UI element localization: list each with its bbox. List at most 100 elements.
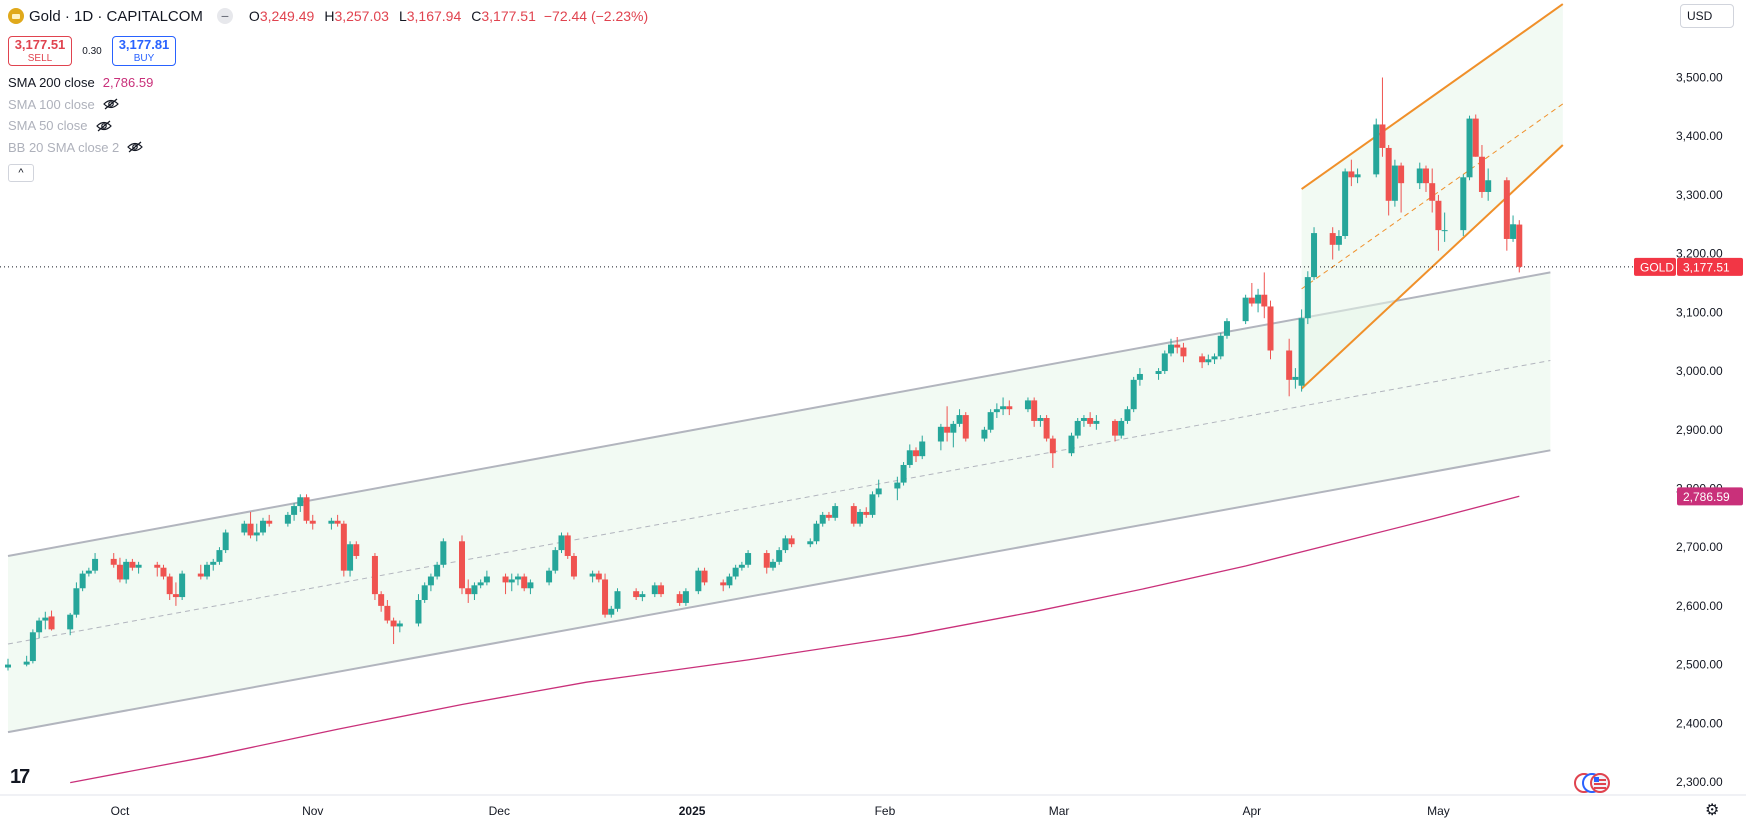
candle-body bbox=[371, 555, 378, 595]
candle-body bbox=[863, 511, 870, 515]
price-change: −72.44 (−2.23%) bbox=[543, 8, 649, 24]
collapse-legend-button[interactable]: − bbox=[216, 8, 233, 24]
candle-body bbox=[1248, 297, 1255, 304]
candle-body bbox=[459, 541, 466, 589]
candle-body bbox=[259, 520, 266, 533]
candle-body bbox=[956, 415, 963, 424]
collapse-indicators-button[interactable]: ^ bbox=[8, 164, 34, 182]
candle-body bbox=[1024, 400, 1031, 410]
candle-body bbox=[813, 523, 820, 542]
candle-body bbox=[340, 523, 347, 571]
buy-price: 3,177.81 bbox=[118, 36, 170, 52]
currency-selector[interactable]: USD bbox=[1680, 4, 1734, 28]
indicator-name: SMA 200 close bbox=[8, 75, 95, 91]
candle-body bbox=[421, 585, 428, 601]
indicator-value: 2,786.59 bbox=[102, 75, 154, 91]
candle-body bbox=[1205, 359, 1212, 363]
candle-body bbox=[179, 573, 186, 598]
candle-body bbox=[483, 576, 490, 583]
candle-body bbox=[1180, 347, 1187, 357]
candle-body bbox=[471, 585, 478, 595]
time-tick-label: Oct bbox=[111, 804, 130, 818]
candle-body bbox=[303, 497, 310, 521]
candle-body bbox=[521, 576, 528, 589]
candle-body bbox=[92, 558, 99, 571]
candle-body bbox=[216, 550, 223, 562]
candle-body bbox=[1080, 418, 1087, 421]
price-tick-label: 2,400.00 bbox=[1676, 716, 1723, 730]
hidden-eye-icon[interactable] bbox=[127, 141, 144, 153]
time-tick-label: May bbox=[1427, 804, 1450, 818]
candle-body bbox=[1124, 409, 1131, 421]
candle-body bbox=[1472, 118, 1479, 157]
long-channel-upper bbox=[7, 271, 1551, 557]
price-tick-label: 3,200.00 bbox=[1676, 247, 1723, 261]
indicator-sma100[interactable]: SMA 100 close bbox=[8, 94, 648, 116]
hidden-eye-icon[interactable] bbox=[102, 98, 119, 110]
indicator-sma50[interactable]: SMA 50 close bbox=[8, 115, 648, 137]
indicator-sma200[interactable]: SMA 200 close 2,786.59 bbox=[8, 72, 648, 94]
candle-body bbox=[1373, 124, 1380, 175]
candle-body bbox=[981, 429, 988, 439]
price-tick-label: 3,000.00 bbox=[1676, 364, 1723, 378]
sell-button[interactable]: 3,177.51 SELL bbox=[8, 36, 72, 66]
candle-body bbox=[913, 450, 920, 457]
time-tick-label: Feb bbox=[875, 804, 896, 818]
candle-body bbox=[1286, 350, 1293, 380]
candle-body bbox=[788, 538, 795, 545]
candle-body bbox=[614, 591, 621, 609]
candle-body bbox=[1031, 400, 1038, 421]
candle-body bbox=[48, 616, 55, 630]
long-channel-middle bbox=[7, 359, 1551, 645]
candle-body bbox=[558, 535, 565, 551]
candle-body bbox=[1093, 420, 1100, 424]
symbol-row: Gold · 1D · CAPITALCOM − O 3,249.49 H 3,25… bbox=[8, 6, 648, 26]
candle-body bbox=[1429, 183, 1436, 201]
candle-body bbox=[1398, 165, 1405, 184]
price-axis[interactable]: 2,300.00 2,400.00 2,500.00 2,600.00 2,700.00… bbox=[1634, 71, 1743, 790]
candle-body bbox=[309, 520, 316, 524]
candle-body bbox=[564, 535, 571, 556]
candle-body bbox=[1267, 306, 1274, 351]
candle-body bbox=[440, 541, 447, 565]
candle-body bbox=[1118, 420, 1125, 436]
price-tick-label: 3,400.00 bbox=[1676, 129, 1723, 143]
hidden-eye-icon[interactable] bbox=[95, 120, 112, 132]
candle-body bbox=[1385, 147, 1392, 201]
candles-group bbox=[5, 77, 1523, 671]
us-flag-icon[interactable] bbox=[1573, 772, 1611, 794]
candle-body bbox=[944, 426, 951, 433]
price-tick-label: 3,500.00 bbox=[1676, 71, 1723, 85]
settings-gear-icon[interactable]: ⚙ bbox=[1705, 802, 1720, 819]
candle-body bbox=[123, 561, 130, 580]
candle-body bbox=[993, 409, 1000, 413]
candle-body bbox=[782, 538, 789, 551]
symbol-tag bbox=[1634, 257, 1676, 276]
candle-body bbox=[5, 664, 11, 668]
candle-body bbox=[850, 506, 857, 524]
candle-body bbox=[328, 520, 335, 524]
candle-body bbox=[738, 564, 745, 568]
price-tick-label: 2,500.00 bbox=[1676, 658, 1723, 672]
candle-body bbox=[1161, 353, 1168, 372]
candle-body bbox=[676, 594, 683, 603]
candle-body bbox=[1068, 435, 1075, 454]
indicator-bb20[interactable]: BB 20 SMA close 2 bbox=[8, 137, 648, 159]
candle-body bbox=[284, 514, 291, 524]
candle-body bbox=[247, 523, 254, 536]
candle-body bbox=[869, 494, 876, 515]
ohlc-low-value: 3,167.94 bbox=[406, 8, 462, 24]
candle-body bbox=[651, 585, 658, 595]
buy-button[interactable]: 3,177.81 BUY bbox=[112, 36, 176, 66]
candle-body bbox=[1049, 438, 1056, 454]
candle-body bbox=[602, 579, 609, 615]
symbol-title[interactable]: Gold · 1D · CAPITALCOM bbox=[29, 7, 203, 25]
price-tick-label: 3,100.00 bbox=[1676, 305, 1723, 319]
tradingview-logo[interactable]: 17 bbox=[10, 766, 30, 788]
candle-body bbox=[465, 588, 472, 595]
ohlc-open-label: O bbox=[248, 8, 260, 24]
price-tick-label: 2,300.00 bbox=[1676, 775, 1723, 789]
time-axis[interactable]: Oct Nov Dec 2025 Feb Mar Apr May bbox=[111, 804, 1450, 818]
sell-price: 3,177.51 bbox=[14, 36, 66, 52]
